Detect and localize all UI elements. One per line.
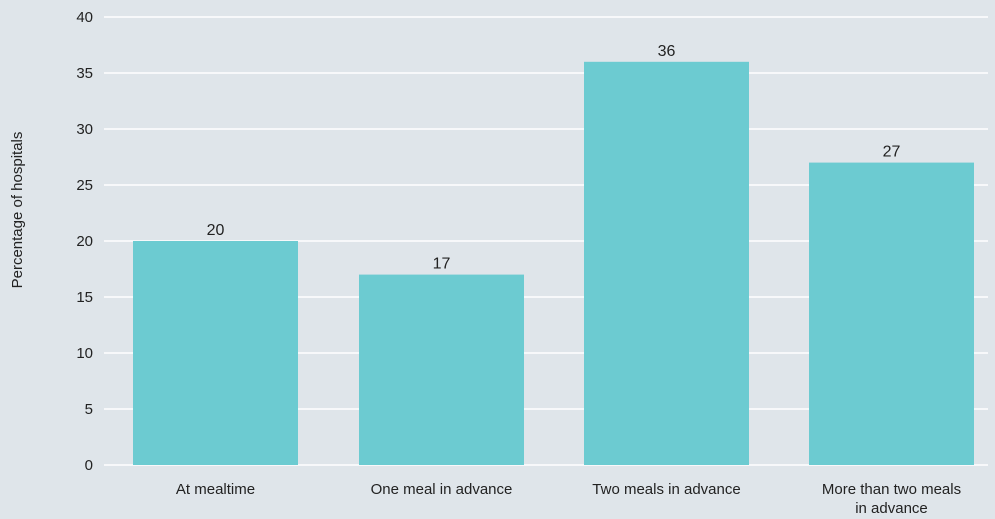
y-tick-label: 25 [76,177,93,194]
x-category-label: One meal in advance [371,481,513,498]
x-category-label: More than two meals [822,481,961,498]
y-tick-label: 5 [85,401,93,418]
bar [584,61,749,466]
y-axis-ticks: 0 5 10 15 20 25 30 35 40 [76,9,93,474]
y-tick-label: 10 [76,345,93,362]
bar [359,274,524,465]
x-category-label: in advance [855,500,928,517]
y-tick-label: 40 [76,9,93,26]
bars [133,61,974,466]
bar [133,241,298,465]
y-axis-title: Percentage of hospitals [9,132,26,289]
bar-value-label: 27 [883,144,901,161]
x-axis-categories: At mealtime One meal in advance Two meals … [176,481,961,517]
data-labels: 20 17 36 27 [207,43,901,273]
y-tick-label: 0 [85,457,93,474]
y-tick-label: 30 [76,121,93,138]
bar-value-label: 20 [207,222,225,239]
x-category-label: At mealtime [176,481,255,498]
bar-value-label: 36 [658,43,676,60]
y-tick-label: 20 [76,233,93,250]
y-tick-label: 15 [76,289,93,306]
x-category-label: Two meals in advance [592,481,740,498]
bar [809,162,974,465]
y-tick-label: 35 [76,65,93,82]
bar-value-label: 17 [433,256,451,273]
